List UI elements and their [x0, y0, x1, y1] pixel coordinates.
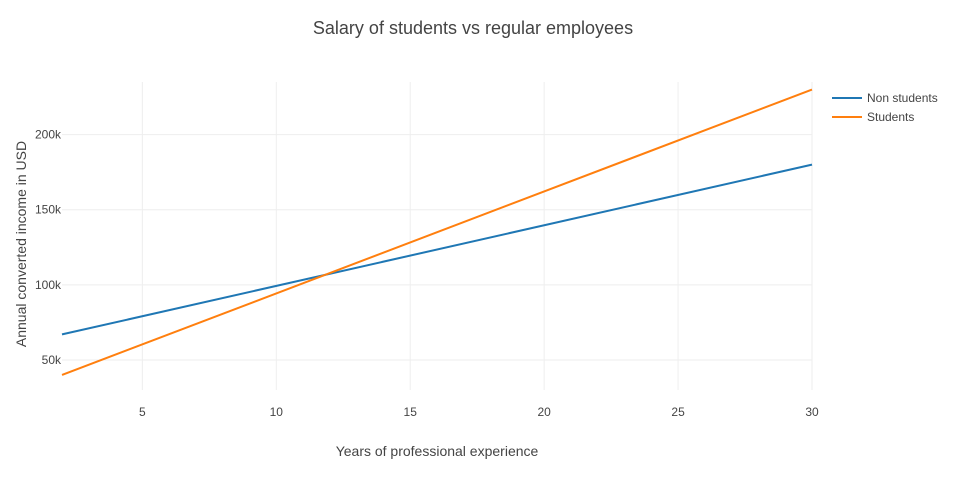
x-tick-label: 30 — [805, 405, 819, 419]
legend[interactable]: Non students Students — [832, 91, 938, 124]
chart-title: Salary of students vs regular employees — [313, 18, 633, 38]
y-axis-label: Annual converted income in USD — [13, 141, 29, 347]
x-tick-label: 10 — [270, 405, 284, 419]
x-tick-label: 15 — [404, 405, 418, 419]
tick-labels: 5 10 15 20 25 30 50k 100k 150k 200k — [35, 128, 819, 419]
x-axis-label: Years of professional experience — [336, 443, 539, 459]
y-tick-label: 50k — [42, 353, 62, 367]
series-line-students — [61, 88, 813, 376]
x-tick-label: 20 — [537, 405, 551, 419]
series-line-non-students — [61, 163, 813, 336]
y-tick-label: 100k — [35, 278, 62, 292]
x-tick-label: 5 — [139, 405, 146, 419]
y-tick-label: 200k — [35, 128, 62, 142]
legend-item[interactable]: Students — [832, 110, 914, 124]
series-lines — [61, 88, 813, 376]
y-tick-label: 150k — [35, 203, 62, 217]
legend-label: Non students — [867, 91, 938, 105]
legend-item[interactable]: Non students — [832, 91, 938, 105]
legend-label: Students — [867, 110, 914, 124]
x-tick-label: 25 — [671, 405, 685, 419]
grid — [62, 82, 813, 390]
